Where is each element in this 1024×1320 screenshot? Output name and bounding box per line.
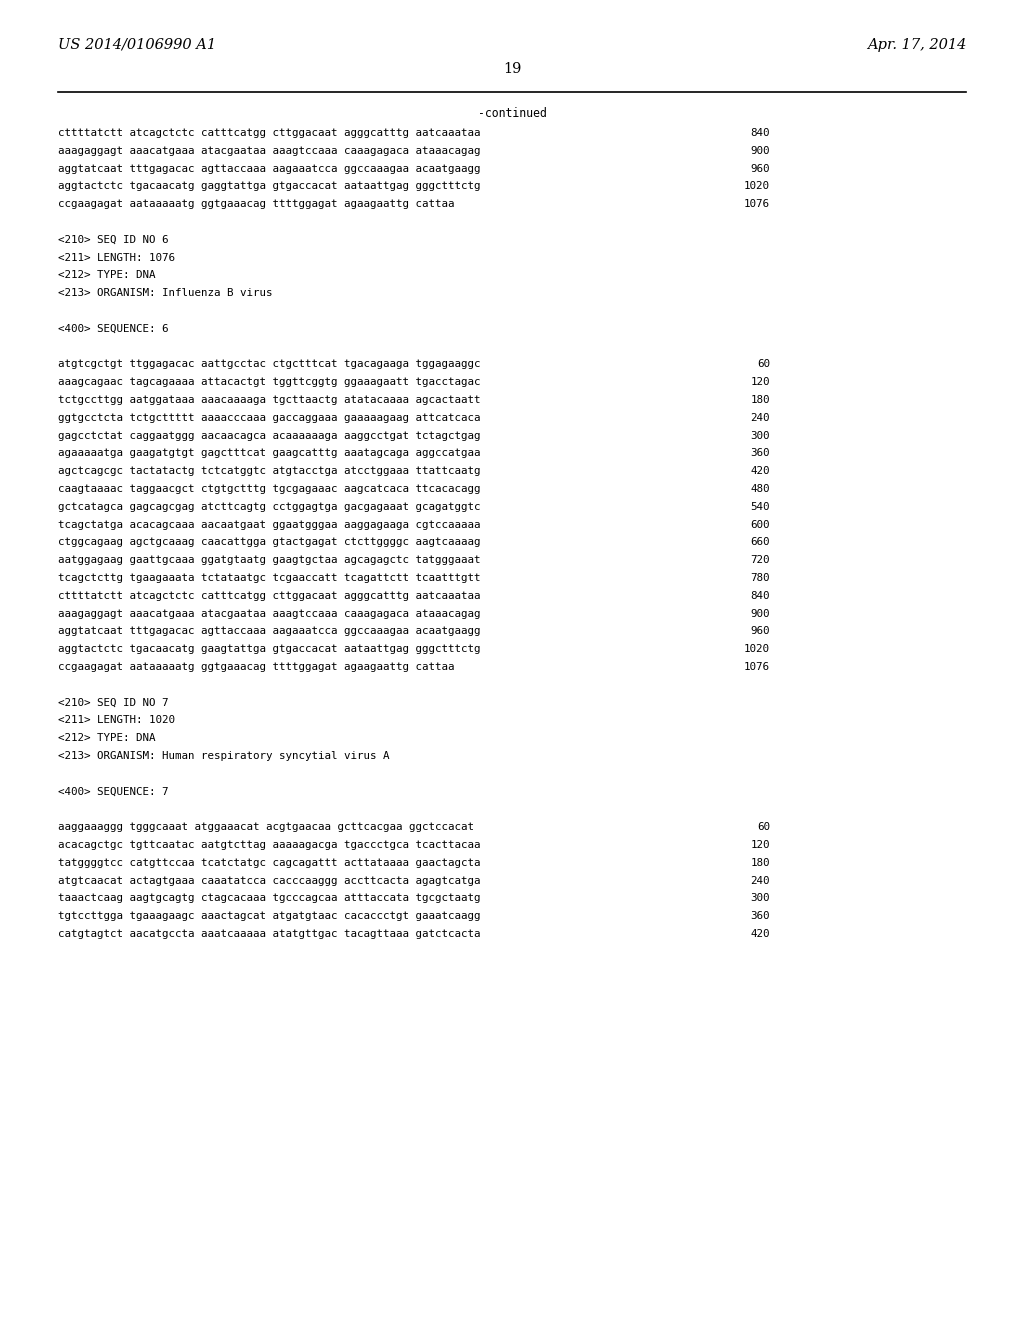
- Text: ctggcagaag agctgcaaag caacattgga gtactgagat ctcttggggc aagtcaaaag: ctggcagaag agctgcaaag caacattgga gtactga…: [58, 537, 480, 548]
- Text: tctgccttgg aatggataaa aaacaaaaga tgcttaactg atatacaaaa agcactaatt: tctgccttgg aatggataaa aaacaaaaga tgcttaa…: [58, 395, 480, 405]
- Text: 240: 240: [751, 413, 770, 422]
- Text: agaaaaatga gaagatgtgt gagctttcat gaagcatttg aaatagcaga aggccatgaa: agaaaaatga gaagatgtgt gagctttcat gaagcat…: [58, 449, 480, 458]
- Text: 540: 540: [751, 502, 770, 512]
- Text: gagcctctat caggaatggg aacaacagca acaaaaaaga aaggcctgat tctagctgag: gagcctctat caggaatggg aacaacagca acaaaaa…: [58, 430, 480, 441]
- Text: aggtactctc tgacaacatg gaagtattga gtgaccacat aataattgag gggctttctg: aggtactctc tgacaacatg gaagtattga gtgacca…: [58, 644, 480, 655]
- Text: 960: 960: [751, 164, 770, 174]
- Text: 360: 360: [751, 911, 770, 921]
- Text: ccgaagagat aataaaaatg ggtgaaacag ttttggagat agaagaattg cattaa: ccgaagagat aataaaaatg ggtgaaacag ttttgga…: [58, 663, 455, 672]
- Text: -continued: -continued: [477, 107, 547, 120]
- Text: <211> LENGTH: 1076: <211> LENGTH: 1076: [58, 252, 175, 263]
- Text: 900: 900: [751, 609, 770, 619]
- Text: 1020: 1020: [744, 181, 770, 191]
- Text: <210> SEQ ID NO 7: <210> SEQ ID NO 7: [58, 697, 169, 708]
- Text: aaagaggagt aaacatgaaa atacgaataa aaagtccaaa caaagagaca ataaacagag: aaagaggagt aaacatgaaa atacgaataa aaagtcc…: [58, 145, 480, 156]
- Text: tcagctatga acacagcaaa aacaatgaat ggaatgggaa aaggagaaga cgtccaaaaa: tcagctatga acacagcaaa aacaatgaat ggaatgg…: [58, 520, 480, 529]
- Text: 600: 600: [751, 520, 770, 529]
- Text: 120: 120: [751, 840, 770, 850]
- Text: 19: 19: [503, 62, 521, 77]
- Text: <210> SEQ ID NO 6: <210> SEQ ID NO 6: [58, 235, 169, 244]
- Text: ccgaagagat aataaaaatg ggtgaaacag ttttggagat agaagaattg cattaa: ccgaagagat aataaaaatg ggtgaaacag ttttgga…: [58, 199, 455, 209]
- Text: 180: 180: [751, 395, 770, 405]
- Text: 420: 420: [751, 466, 770, 477]
- Text: 840: 840: [751, 591, 770, 601]
- Text: acacagctgc tgttcaatac aatgtcttag aaaaagacga tgaccctgca tcacttacaa: acacagctgc tgttcaatac aatgtcttag aaaaaga…: [58, 840, 480, 850]
- Text: 60: 60: [757, 359, 770, 370]
- Text: tcagctcttg tgaagaaata tctataatgc tcgaaccatt tcagattctt tcaatttgtt: tcagctcttg tgaagaaata tctataatgc tcgaacc…: [58, 573, 480, 583]
- Text: 300: 300: [751, 430, 770, 441]
- Text: 420: 420: [751, 929, 770, 939]
- Text: cttttatctt atcagctctc catttcatgg cttggacaat agggcatttg aatcaaataa: cttttatctt atcagctctc catttcatgg cttggac…: [58, 128, 480, 139]
- Text: aaagcagaac tagcagaaaa attacactgt tggttcggtg ggaaagaatt tgacctagac: aaagcagaac tagcagaaaa attacactgt tggttcg…: [58, 378, 480, 387]
- Text: 840: 840: [751, 128, 770, 139]
- Text: <213> ORGANISM: Human respiratory syncytial virus A: <213> ORGANISM: Human respiratory syncyt…: [58, 751, 389, 762]
- Text: 300: 300: [751, 894, 770, 903]
- Text: 360: 360: [751, 449, 770, 458]
- Text: tgtccttgga tgaaagaagc aaactagcat atgatgtaac cacaccctgt gaaatcaagg: tgtccttgga tgaaagaagc aaactagcat atgatgt…: [58, 911, 480, 921]
- Text: <212> TYPE: DNA: <212> TYPE: DNA: [58, 271, 156, 280]
- Text: atgtcaacat actagtgaaa caaatatcca cacccaaggg accttcacta agagtcatga: atgtcaacat actagtgaaa caaatatcca cacccaa…: [58, 875, 480, 886]
- Text: <400> SEQUENCE: 7: <400> SEQUENCE: 7: [58, 787, 169, 796]
- Text: <212> TYPE: DNA: <212> TYPE: DNA: [58, 733, 156, 743]
- Text: gctcatagca gagcagcgag atcttcagtg cctggagtga gacgagaaat gcagatggtc: gctcatagca gagcagcgag atcttcagtg cctggag…: [58, 502, 480, 512]
- Text: Apr. 17, 2014: Apr. 17, 2014: [866, 38, 966, 51]
- Text: aaggaaaggg tgggcaaat atggaaacat acgtgaacaa gcttcacgaa ggctccacat: aaggaaaggg tgggcaaat atggaaacat acgtgaac…: [58, 822, 474, 832]
- Text: aaagaggagt aaacatgaaa atacgaataa aaagtccaaa caaagagaca ataaacagag: aaagaggagt aaacatgaaa atacgaataa aaagtcc…: [58, 609, 480, 619]
- Text: agctcagcgc tactatactg tctcatggtc atgtacctga atcctggaaa ttattcaatg: agctcagcgc tactatactg tctcatggtc atgtacc…: [58, 466, 480, 477]
- Text: 240: 240: [751, 875, 770, 886]
- Text: aggtatcaat tttgagacac agttaccaaa aagaaatcca ggccaaagaa acaatgaagg: aggtatcaat tttgagacac agttaccaaa aagaaat…: [58, 627, 480, 636]
- Text: catgtagtct aacatgccta aaatcaaaaa atatgttgac tacagttaaa gatctcacta: catgtagtct aacatgccta aaatcaaaaa atatgtt…: [58, 929, 480, 939]
- Text: <211> LENGTH: 1020: <211> LENGTH: 1020: [58, 715, 175, 726]
- Text: 1076: 1076: [744, 663, 770, 672]
- Text: 780: 780: [751, 573, 770, 583]
- Text: 660: 660: [751, 537, 770, 548]
- Text: <400> SEQUENCE: 6: <400> SEQUENCE: 6: [58, 323, 169, 334]
- Text: ggtgcctcta tctgcttttt aaaacccaaa gaccaggaaa gaaaaagaag attcatcaca: ggtgcctcta tctgcttttt aaaacccaaa gaccagg…: [58, 413, 480, 422]
- Text: atgtcgctgt ttggagacac aattgcctac ctgctttcat tgacagaaga tggagaaggc: atgtcgctgt ttggagacac aattgcctac ctgcttt…: [58, 359, 480, 370]
- Text: 1076: 1076: [744, 199, 770, 209]
- Text: aatggagaag gaattgcaaa ggatgtaatg gaagtgctaa agcagagctc tatgggaaat: aatggagaag gaattgcaaa ggatgtaatg gaagtgc…: [58, 556, 480, 565]
- Text: cttttatctt atcagctctc catttcatgg cttggacaat agggcatttg aatcaaataa: cttttatctt atcagctctc catttcatgg cttggac…: [58, 591, 480, 601]
- Text: 180: 180: [751, 858, 770, 867]
- Text: 1020: 1020: [744, 644, 770, 655]
- Text: 120: 120: [751, 378, 770, 387]
- Text: <213> ORGANISM: Influenza B virus: <213> ORGANISM: Influenza B virus: [58, 288, 272, 298]
- Text: tatggggtcc catgttccaa tcatctatgc cagcagattt acttataaaa gaactagcta: tatggggtcc catgttccaa tcatctatgc cagcaga…: [58, 858, 480, 867]
- Text: 960: 960: [751, 627, 770, 636]
- Text: 900: 900: [751, 145, 770, 156]
- Text: caagtaaaac taggaacgct ctgtgctttg tgcgagaaac aagcatcaca ttcacacagg: caagtaaaac taggaacgct ctgtgctttg tgcgaga…: [58, 484, 480, 494]
- Text: US 2014/0106990 A1: US 2014/0106990 A1: [58, 38, 216, 51]
- Text: 480: 480: [751, 484, 770, 494]
- Text: aggtatcaat tttgagacac agttaccaaa aagaaatcca ggccaaagaa acaatgaagg: aggtatcaat tttgagacac agttaccaaa aagaaat…: [58, 164, 480, 174]
- Text: taaactcaag aagtgcagtg ctagcacaaa tgcccagcaa atttaccata tgcgctaatg: taaactcaag aagtgcagtg ctagcacaaa tgcccag…: [58, 894, 480, 903]
- Text: 60: 60: [757, 822, 770, 832]
- Text: aggtactctc tgacaacatg gaggtattga gtgaccacat aataattgag gggctttctg: aggtactctc tgacaacatg gaggtattga gtgacca…: [58, 181, 480, 191]
- Text: 720: 720: [751, 556, 770, 565]
